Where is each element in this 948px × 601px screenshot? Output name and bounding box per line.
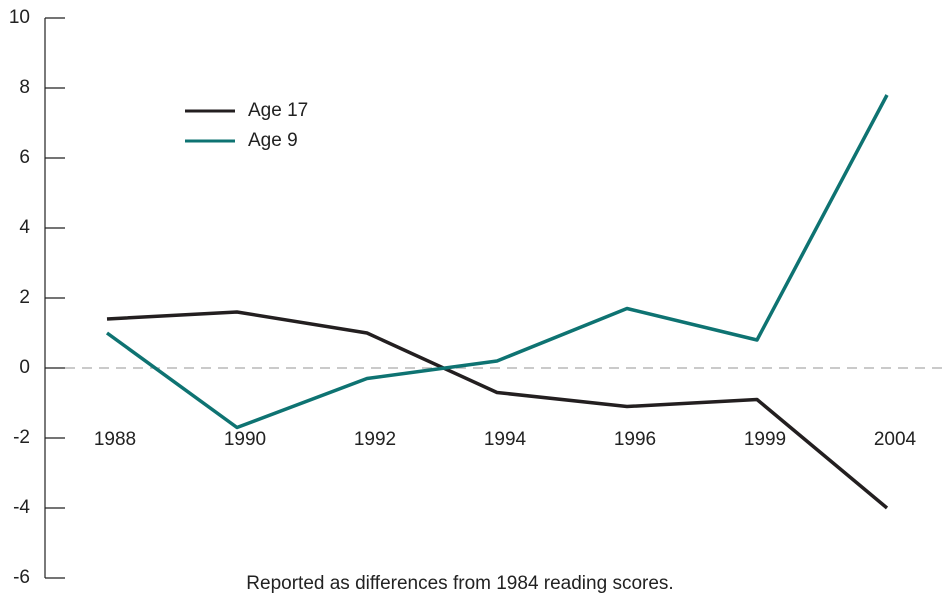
x-tick-label: 1990 <box>224 429 266 450</box>
legend-label: Age 17 <box>248 100 308 121</box>
y-tick-label: 4 <box>19 217 30 238</box>
y-tick-label: 8 <box>19 77 30 98</box>
series-line <box>105 94 889 430</box>
x-tick-label: 2004 <box>874 429 917 450</box>
series-line <box>106 310 889 510</box>
x-tick-label: 1999 <box>744 429 786 450</box>
y-tick-label: -4 <box>13 497 30 518</box>
y-tick-label: 10 <box>9 7 30 28</box>
x-tick-label: 1994 <box>484 429 527 450</box>
x-tick-label: 1992 <box>354 429 396 450</box>
y-tick-label: 0 <box>19 357 30 378</box>
y-tick-label: 2 <box>19 287 30 308</box>
y-tick-label: 6 <box>19 147 30 168</box>
y-tick-label: -2 <box>13 427 30 448</box>
x-tick-label: 1996 <box>614 429 656 450</box>
legend-label: Age 9 <box>248 130 298 151</box>
annotation: Reported as differences from 1984 readin… <box>246 573 673 594</box>
x-tick-label: 1988 <box>94 429 136 450</box>
y-tick-label: -6 <box>13 567 30 588</box>
